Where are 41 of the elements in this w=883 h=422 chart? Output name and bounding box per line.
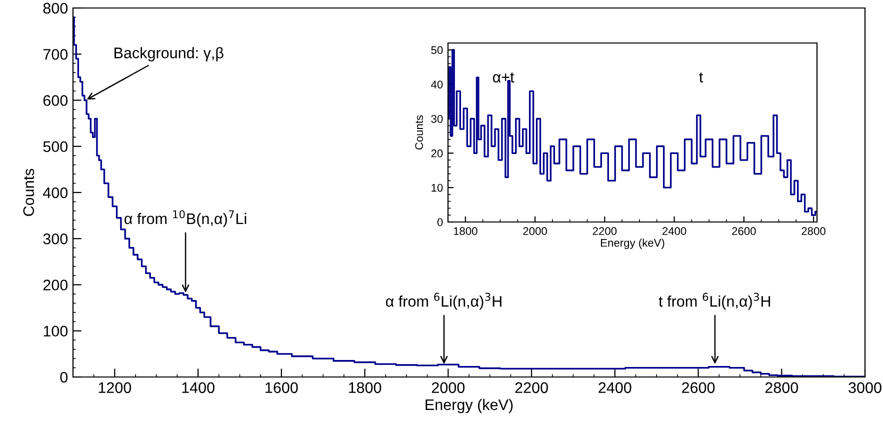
annotation: α from $^{6}$Li(n,α)$^{3}$H (386, 292, 502, 310)
x-tick-label: 1600 (266, 382, 298, 394)
x-tick-label: 1400 (182, 382, 214, 394)
y-tick-label: 100 (44, 326, 68, 337)
y-tick-label: 10 (432, 184, 443, 192)
x-tick-label: 1200 (98, 382, 132, 394)
x-axis-title: Energy (keV) (600, 238, 664, 249)
y-tick-label: 400 (43, 187, 68, 198)
x-tick-label: 2000 (523, 227, 547, 236)
y-tick-label: 20 (431, 149, 443, 158)
x-tick-label: 2000 (432, 382, 465, 394)
x-tick-label: 1800 (348, 382, 382, 394)
y-tick-label: 50 (431, 46, 443, 54)
x-tick-label: 2600 (732, 227, 756, 236)
annotation: α+t (492, 72, 514, 83)
y-tick-label: 30 (431, 115, 443, 123)
y-axis-title: Counts (23, 168, 34, 216)
y-tick-label: 300 (43, 233, 68, 244)
y-tick-label: 800 (43, 2, 68, 14)
x-tick-label: 3000 (848, 382, 882, 394)
x-tick-label: 1800 (454, 227, 478, 236)
x-tick-label: 2800 (765, 382, 798, 394)
annotation: Background: γ,β (114, 47, 224, 62)
y-tick-label: 0 (437, 218, 443, 226)
y-tick-label: 600 (43, 95, 68, 106)
x-axis-title: Energy (keV) (426, 398, 513, 414)
annotation: α from $^{10}$B(n,α)$^{7}$Li (124, 210, 246, 228)
y-tick-label: 40 (431, 80, 443, 88)
y-tick-label: 0 (60, 372, 68, 383)
x-tick-label: 2200 (592, 227, 617, 236)
x-tick-label: 2800 (802, 227, 826, 236)
y-tick-label: 500 (43, 141, 68, 152)
annotation: t from $^{6}$Li(n,α)$^{3}$H (658, 292, 770, 310)
x-tick-label: 2400 (662, 227, 686, 236)
y-tick-label: 700 (43, 48, 68, 60)
annotation: t (699, 72, 704, 82)
x-tick-label: 2200 (515, 382, 548, 394)
x-tick-label: 2400 (598, 382, 632, 394)
x-tick-label: 2600 (682, 382, 715, 394)
y-axis-title: Counts (415, 115, 424, 150)
y-tick-label: 200 (43, 280, 68, 290)
